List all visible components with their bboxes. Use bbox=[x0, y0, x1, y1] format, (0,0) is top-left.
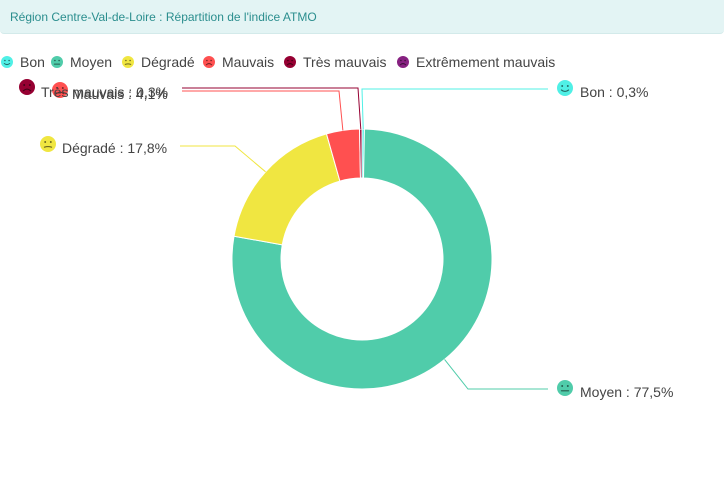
legend-label: Très mauvais bbox=[303, 54, 387, 70]
data-labels: Bon : 0,3% Moyen : 77,5% Dégradé : 17,8% Ma… bbox=[19, 79, 673, 400]
legend-label: Bon bbox=[20, 54, 45, 70]
legend-label: Extrêmement mauvais bbox=[416, 54, 556, 70]
slight-frown-face-icon bbox=[122, 56, 134, 68]
donut-slice-5[interactable] bbox=[359, 128, 363, 179]
data-label-icon-2 bbox=[557, 380, 573, 396]
legend-label: Moyen bbox=[70, 54, 113, 70]
data-label-2: Moyen : 77,5% bbox=[580, 384, 673, 400]
legend-item-6[interactable]: Extrêmement mauvais bbox=[396, 54, 555, 70]
legend-label: Dégradé bbox=[141, 54, 195, 70]
legend-item-4[interactable]: Mauvais bbox=[202, 54, 274, 70]
connector-line-1 bbox=[361, 88, 548, 130]
donut-slice-3[interactable] bbox=[233, 133, 341, 246]
data-label-5: Très mauvais : 0,3% bbox=[41, 84, 168, 100]
chart-header: Région Centre-Val-de-Loire : Répartition… bbox=[0, 0, 724, 34]
legend-item-2[interactable]: Moyen bbox=[50, 54, 112, 70]
smile-face-icon bbox=[1, 56, 13, 68]
connector-line-2 bbox=[444, 359, 548, 390]
chart-title: Région Centre-Val-de-Loire : Répartition… bbox=[10, 10, 317, 24]
data-label-4: Mauvais : 4,1% bbox=[72, 86, 168, 102]
frown-face-icon bbox=[203, 56, 215, 68]
data-label-icon-1 bbox=[557, 80, 573, 96]
neutral-face-icon bbox=[51, 56, 63, 68]
data-label-icon-3 bbox=[40, 136, 56, 152]
chart-legend: Bon Moyen Dégradé Mauvais Très mauvais Extrêm… bbox=[0, 54, 724, 74]
donut-slice-2[interactable] bbox=[231, 128, 493, 390]
data-label-icon-4 bbox=[52, 82, 68, 98]
data-label-3: Dégradé : 17,8% bbox=[62, 140, 167, 156]
legend-item-3[interactable]: Dégradé bbox=[121, 54, 195, 70]
donut-slices bbox=[231, 128, 493, 390]
legend-label: Mauvais bbox=[222, 54, 275, 70]
data-label-icon-5 bbox=[19, 79, 35, 95]
data-label-1: Bon : 0,3% bbox=[580, 84, 649, 100]
very-sad-face-icon bbox=[397, 56, 409, 68]
connector-line-5 bbox=[182, 87, 362, 130]
legend-item-1[interactable]: Bon bbox=[0, 54, 45, 70]
connector-line-4 bbox=[182, 90, 344, 131]
legend-item-5[interactable]: Très mauvais bbox=[283, 54, 387, 70]
connector-line-3 bbox=[180, 145, 266, 173]
sad-face-icon bbox=[284, 56, 296, 68]
